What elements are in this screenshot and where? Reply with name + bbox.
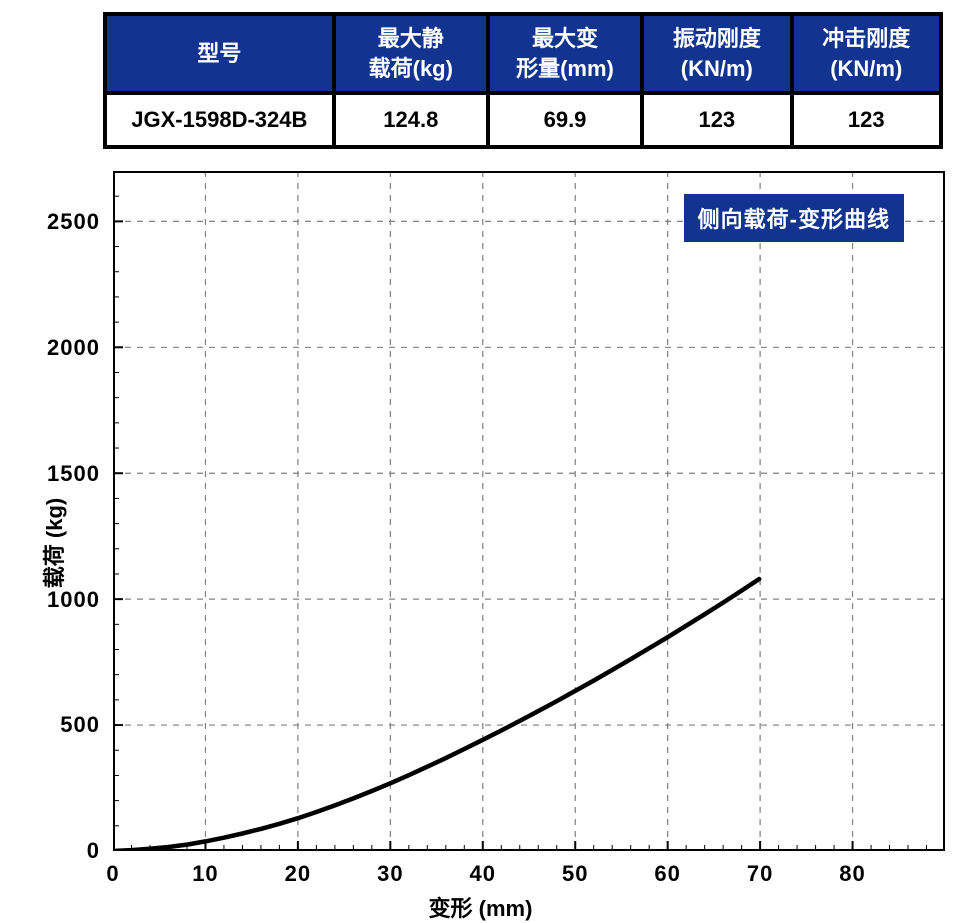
table-header-cell: 最大变形量(mm) xyxy=(488,14,642,93)
table-data-cell: 123 xyxy=(642,93,791,147)
table-header-cell: 冲击刚度(KN/m) xyxy=(792,14,941,93)
spec-table-header-row: 型号最大静载荷(kg)最大变形量(mm)振动刚度(KN/m)冲击刚度(KN/m) xyxy=(105,14,941,93)
x-tick-label: 70 xyxy=(747,861,773,887)
x-tick-label: 40 xyxy=(470,861,496,887)
y-tick-label: 2500 xyxy=(40,209,100,235)
chart-plot-svg xyxy=(113,171,945,851)
x-tick-label: 30 xyxy=(377,861,403,887)
x-tick-label: 20 xyxy=(285,861,311,887)
y-tick-label: 2000 xyxy=(40,335,100,361)
y-axis-ticks: 05001000150020002500 xyxy=(46,171,106,851)
y-tick-label: 500 xyxy=(40,712,100,738)
table-data-cell: 124.8 xyxy=(334,93,488,147)
x-tick-label: 80 xyxy=(839,861,865,887)
x-axis-ticks: 01020304050607080 xyxy=(113,861,945,891)
chart-area: 载荷 (kg) 05001000150020002500 侧向载荷-变形曲线 0… xyxy=(8,163,953,923)
table-header-cell: 最大静载荷(kg) xyxy=(334,14,488,93)
spec-table-data-row: JGX-1598D-324B124.869.9123123 xyxy=(105,93,941,147)
x-axis-label: 变形 (mm) xyxy=(429,891,533,923)
chart-legend-text: 侧向载荷-变形曲线 xyxy=(698,207,890,232)
chart-legend-box: 侧向载荷-变形曲线 xyxy=(683,193,905,243)
y-tick-label: 0 xyxy=(40,838,100,864)
x-tick-label: 0 xyxy=(106,861,119,887)
x-tick-label: 50 xyxy=(562,861,588,887)
table-data-cell: JGX-1598D-324B xyxy=(105,93,334,147)
table-data-cell: 123 xyxy=(792,93,941,147)
y-tick-label: 1000 xyxy=(40,587,100,613)
x-tick-label: 10 xyxy=(192,861,218,887)
table-header-cell: 振动刚度(KN/m) xyxy=(642,14,791,93)
y-tick-label: 1500 xyxy=(40,461,100,487)
x-tick-label: 60 xyxy=(654,861,680,887)
table-header-cell: 型号 xyxy=(105,14,334,93)
spec-table: 型号最大静载荷(kg)最大变形量(mm)振动刚度(KN/m)冲击刚度(KN/m)… xyxy=(103,12,943,149)
table-data-cell: 69.9 xyxy=(488,93,642,147)
